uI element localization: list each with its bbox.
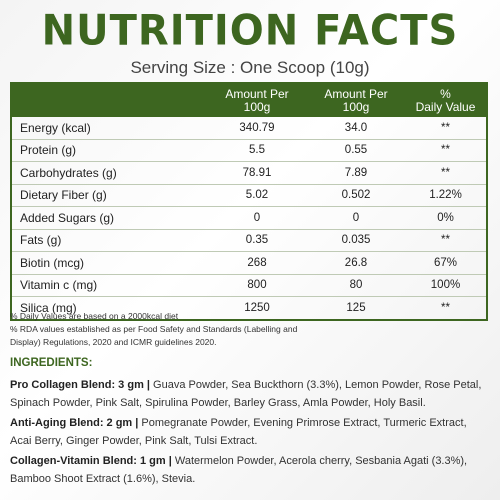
amount-per-100g: 268: [247, 256, 267, 269]
nutrition-table: Amount Per 100g Amount Per 100g % Daily …: [10, 82, 488, 321]
serving-size: Serving Size : One Scoop (10g): [130, 58, 370, 77]
daily-value: 0%: [437, 211, 454, 224]
amount-per-100g: 78.91: [242, 166, 272, 179]
amount-per-serving: 7.89: [344, 166, 368, 179]
table-header: Amount Per 100g Amount Per 100g % Daily …: [12, 84, 486, 117]
amount-per-100g: 0: [253, 211, 261, 224]
header-cell-amount-2: Amount Per 100g: [307, 86, 405, 114]
header-line: Amount Per: [324, 86, 388, 101]
table-row: Silica (mg) 1250 125 **: [12, 297, 486, 319]
nutrient-name: Added Sugars (g): [20, 210, 115, 225]
table-row: Added Sugars (g) 0 0 0%: [12, 207, 486, 230]
blend-items: Watermelon Powder, Acerola cherry, Sesba…: [10, 455, 468, 485]
header-line: %: [440, 86, 451, 101]
table-row: Energy (kcal) 340.79 34.0 **: [12, 117, 486, 140]
amount-per-100g: 5.5: [249, 144, 265, 157]
daily-value: **: [441, 234, 450, 247]
header-line: 100g: [342, 99, 370, 114]
table-row: Fats (g) 0.35 0.035 **: [12, 230, 486, 252]
nutrient-name: Dietary Fiber (g): [20, 188, 107, 203]
header-line: Daily Value: [415, 99, 476, 114]
footnote-daily-values: % Daily Values are based on a 2000kcal d…: [10, 311, 179, 321]
blend-items: Pomegranate Powder, Evening Primrose Ext…: [10, 417, 467, 447]
header-cell-daily-value: % Daily Value: [405, 86, 486, 114]
daily-value: **: [441, 301, 450, 314]
nutrient-name: Silica (mg): [20, 300, 77, 315]
header-line: Amount Per: [225, 86, 289, 101]
footnote-rda-line1: % RDA values established as per Food Saf…: [10, 324, 298, 334]
daily-value: **: [441, 144, 450, 157]
nutrient-name: Energy (kcal): [20, 120, 91, 135]
amount-per-100g: 800: [247, 279, 267, 292]
amount-per-100g: 0.35: [245, 234, 269, 247]
ingredient-blend-pro-collagen: Pro Collagen Blend: 3 gm | Guava Powder,…: [10, 376, 490, 412]
footnote-rda-line2: Display) Regulations, 2020 and ICMR guid…: [10, 337, 217, 347]
amount-per-serving: 0: [352, 211, 360, 224]
daily-value: 100%: [430, 279, 461, 292]
amount-per-100g: 340.79: [239, 121, 275, 134]
blend-name: Pro Collagen Blend: 3 gm |: [10, 379, 150, 391]
amount-per-serving: 0.55: [344, 144, 368, 157]
nutrient-name: Fats (g): [20, 233, 62, 248]
table-row: Vitamin c (mg) 800 80 100%: [12, 275, 486, 297]
header-line: 100g: [243, 99, 271, 114]
amount-per-serving: 26.8: [344, 256, 368, 269]
table-row: Carbohydrates (g) 78.91 7.89 **: [12, 162, 486, 185]
daily-value: 67%: [433, 256, 458, 269]
amount-per-serving: 0.502: [341, 189, 371, 202]
nutrient-name: Biotin (mcg): [20, 255, 85, 270]
ingredient-blend-collagen-vitamin: Collagen-Vitamin Blend: 1 gm | Watermelo…: [10, 452, 490, 488]
amount-per-100g: 1250: [244, 301, 270, 314]
daily-value: **: [441, 121, 450, 134]
nutrient-name: Carbohydrates (g): [20, 165, 117, 180]
amount-per-serving: 34.0: [344, 121, 368, 134]
blend-name: Collagen-Vitamin Blend: 1 gm |: [10, 455, 172, 467]
page-title: NUTRITION FACTS: [41, 6, 459, 56]
amount-per-100g: 5.02: [245, 189, 269, 202]
amount-per-serving: 0.035: [341, 234, 371, 247]
ingredients-heading: INGREDIENTS:: [10, 357, 93, 369]
ingredient-blend-anti-aging: Anti-Aging Blend: 2 gm | Pomegranate Pow…: [10, 414, 490, 450]
daily-value: 1.22%: [429, 189, 462, 202]
nutrient-name: Protein (g): [20, 143, 77, 158]
table-row: Dietary Fiber (g) 5.02 0.502 1.22%: [12, 185, 486, 207]
footnotes: % Daily Values are based on a 2000kcal d…: [10, 310, 490, 349]
blend-items: Guava Powder, Sea Buckthorn (3.3%), Lemo…: [10, 379, 482, 409]
nutrient-name: Vitamin c (mg): [20, 278, 98, 293]
daily-value: **: [441, 166, 450, 179]
blend-name: Anti-Aging Blend: 2 gm |: [10, 417, 139, 429]
header-cell-amount-1: Amount Per 100g: [207, 86, 307, 114]
table-row: Biotin (mcg) 268 26.8 67%: [12, 252, 486, 275]
table-row: Protein (g) 5.5 0.55 **: [12, 140, 486, 162]
amount-per-serving: 80: [349, 279, 363, 292]
amount-per-serving: 125: [346, 301, 366, 314]
